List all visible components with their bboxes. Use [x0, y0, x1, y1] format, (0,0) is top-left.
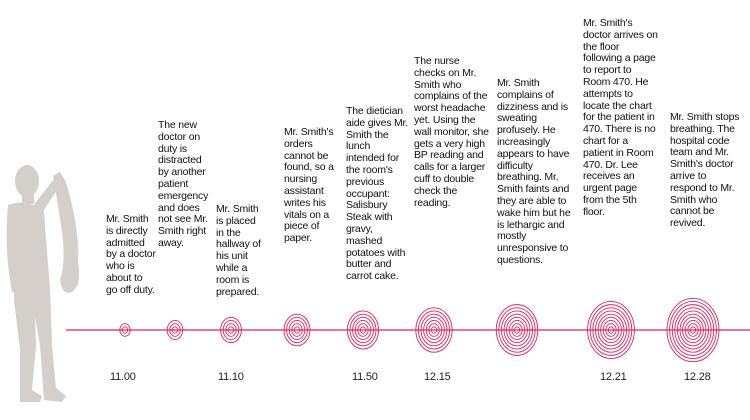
event-ring	[225, 323, 237, 337]
event-text-8: Mr. Smith's doctor arrives on the floor …	[583, 17, 658, 218]
event-ring	[511, 323, 523, 337]
event-text-4: Mr. Smith's orders cannot be found, so a…	[284, 126, 334, 245]
event-ring	[283, 313, 311, 347]
event-ring	[171, 326, 179, 334]
event-ring	[121, 326, 129, 334]
event-ring	[506, 316, 528, 344]
event-marker-1	[119, 323, 131, 337]
event-ring	[352, 316, 374, 344]
event-ring	[600, 316, 622, 344]
event-ring	[222, 320, 240, 340]
event-ring	[602, 320, 620, 340]
event-text-3: Mr. Smith is placed in the hallway of hi…	[216, 203, 261, 298]
event-ring	[666, 297, 720, 363]
event-ring	[166, 320, 184, 340]
event-marker-9	[666, 297, 720, 363]
event-ring	[169, 323, 181, 337]
event-ring	[119, 323, 131, 337]
event-ring	[428, 323, 440, 337]
event-ring	[220, 316, 242, 344]
event-ring	[589, 304, 633, 356]
event-ring	[679, 313, 707, 347]
event-ring	[592, 307, 630, 353]
event-ring	[349, 313, 377, 347]
event-ring	[430, 326, 438, 334]
event-ring	[415, 307, 453, 353]
time-label-3: 11.10	[218, 371, 244, 383]
event-ring	[417, 310, 451, 350]
event-ring	[420, 313, 448, 347]
event-ring	[587, 301, 635, 359]
event-ring	[594, 310, 628, 350]
event-ring	[354, 320, 372, 340]
event-ring	[674, 307, 712, 353]
event-text-9: Mr. Smith stops breathing. The hospital …	[670, 111, 740, 230]
event-ring	[346, 310, 380, 350]
event-marker-4	[283, 313, 311, 347]
event-text-1: Mr. Smith is directly admitted by a doct…	[106, 213, 156, 296]
event-ring	[288, 320, 306, 340]
time-label-6: 12.15	[424, 371, 451, 383]
event-ring	[669, 301, 717, 359]
event-ring	[357, 323, 369, 337]
event-text-5: The dietician aide gives Mr. Smith the l…	[346, 105, 408, 283]
event-ring	[508, 320, 526, 340]
event-text-2: The new doctor on duty is distracted by …	[158, 119, 209, 249]
event-marker-8	[587, 301, 635, 359]
event-ring	[498, 307, 536, 353]
event-ring	[286, 316, 308, 344]
event-ring	[682, 316, 704, 344]
event-ring	[423, 316, 445, 344]
event-marker-5	[346, 310, 380, 350]
event-marker-6	[415, 307, 453, 353]
event-ring	[607, 326, 615, 334]
event-ring	[425, 320, 443, 340]
event-ring	[513, 326, 521, 334]
time-label-9: 12.28	[684, 371, 711, 383]
event-ring	[671, 304, 715, 356]
event-marker-3	[220, 316, 242, 344]
event-ring	[291, 323, 303, 337]
event-ring	[495, 304, 539, 356]
event-ring	[605, 323, 617, 337]
event-text-6: The nurse checks on Mr. Smith who compla…	[414, 55, 489, 209]
event-ring	[503, 313, 531, 347]
event-ring	[359, 326, 367, 334]
event-ring	[293, 326, 301, 334]
event-ring	[684, 320, 702, 340]
event-ring	[227, 326, 235, 334]
event-ring	[597, 313, 625, 347]
event-text-7: Mr. Smith complains of dizziness and is …	[497, 77, 571, 266]
time-label-5: 11.50	[352, 371, 378, 383]
event-ring	[687, 323, 699, 337]
event-ring	[500, 310, 534, 350]
time-label-1: 11.00	[110, 371, 136, 383]
time-label-8: 12.21	[600, 371, 627, 383]
event-marker-7	[495, 304, 539, 356]
event-ring	[676, 310, 710, 350]
event-ring	[689, 326, 697, 334]
event-marker-2	[166, 320, 184, 340]
